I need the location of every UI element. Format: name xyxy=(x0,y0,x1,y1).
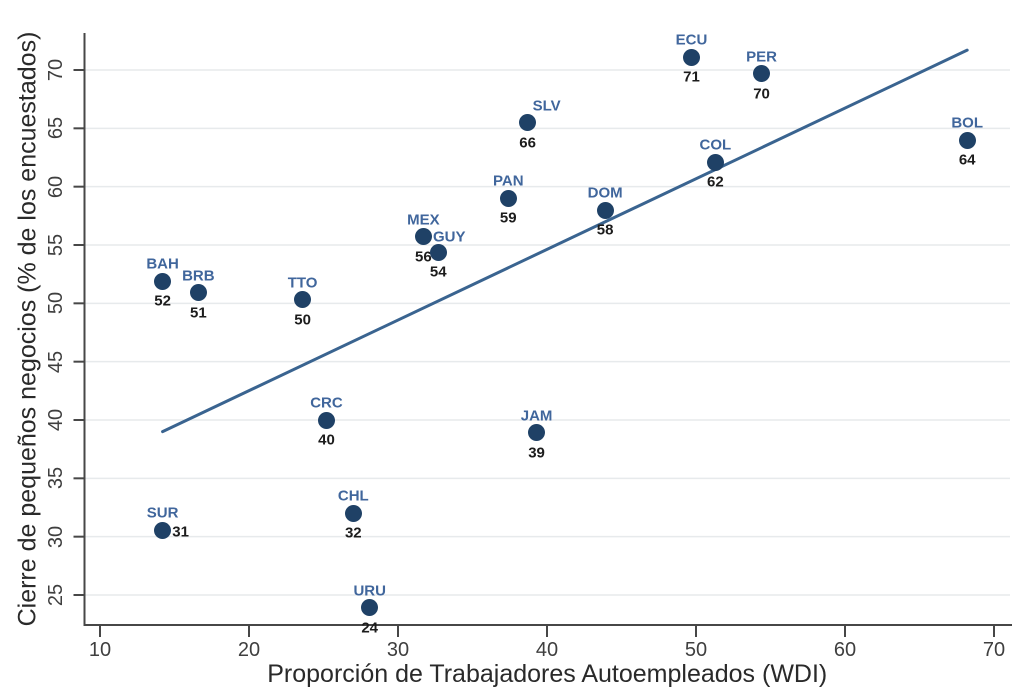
value-label-TTO: 50 xyxy=(294,311,311,329)
value-label-URU: 24 xyxy=(361,619,379,637)
country-code-label-TTO: TTO xyxy=(287,274,318,292)
value-label-SUR: 31 xyxy=(172,523,189,541)
country-code-label-MEX: MEX xyxy=(407,211,440,229)
data-point-PAN xyxy=(499,189,517,207)
country-code-label-CHL: CHL xyxy=(337,487,369,505)
x-tick-label-30: 30 xyxy=(386,639,410,661)
value-label-CHL: 32 xyxy=(344,524,362,542)
value-label-ECU: 71 xyxy=(683,68,700,86)
x-tick-label-70: 70 xyxy=(982,639,1006,661)
country-code-label-SUR: SUR xyxy=(146,504,179,522)
country-code-label-PER: PER xyxy=(746,48,777,65)
trend-line xyxy=(161,48,969,434)
data-point-DOM xyxy=(596,201,614,219)
value-label-CRC: 40 xyxy=(318,431,335,449)
country-code-label-GUY: GUY xyxy=(432,228,466,246)
data-point-TTO xyxy=(294,291,312,309)
data-point-JAM xyxy=(528,424,546,442)
data-point-MEX xyxy=(414,228,432,246)
country-code-label-BRB: BRB xyxy=(182,267,215,285)
data-point-URU xyxy=(361,599,379,617)
data-point-BRB xyxy=(189,284,207,302)
value-label-MEX: 56 xyxy=(414,248,432,266)
data-point-BAH xyxy=(154,272,172,290)
data-point-CHL xyxy=(344,504,362,522)
value-label-BRB: 51 xyxy=(189,304,207,322)
data-point-PER xyxy=(753,65,771,82)
value-label-BAH: 52 xyxy=(154,292,171,310)
country-code-label-BOL: BOL xyxy=(951,114,984,132)
country-code-label-CRC: CRC xyxy=(310,394,343,412)
y-axis-title: Cierre de pequeños negocios (% de los en… xyxy=(13,31,42,627)
data-point-ECU xyxy=(683,48,701,66)
x-axis-title: Proporción de Trabajadores Autoempleados… xyxy=(267,660,828,688)
data-point-SUR xyxy=(154,522,172,540)
country-code-label-JAM: JAM xyxy=(520,407,553,425)
country-code-label-BAH: BAH xyxy=(146,255,179,273)
country-code-label-PAN: PAN xyxy=(492,172,524,190)
country-code-label-ECU: ECU xyxy=(675,31,708,49)
value-label-BOL: 64 xyxy=(958,151,976,169)
data-point-SLV xyxy=(519,114,537,131)
value-label-PAN: 59 xyxy=(499,209,517,227)
country-code-label-DOM: DOM xyxy=(587,184,623,202)
x-tick-label-40: 40 xyxy=(535,639,559,661)
country-code-label-SLV: SLV xyxy=(532,97,561,114)
value-label-JAM: 39 xyxy=(528,444,545,462)
data-point-GUY xyxy=(429,243,447,261)
value-label-COL: 62 xyxy=(707,173,724,191)
country-code-label-COL: COL xyxy=(699,136,732,154)
x-tick-label-60: 60 xyxy=(833,639,857,661)
value-label-SLV: 66 xyxy=(519,134,536,151)
data-point-COL xyxy=(706,153,724,171)
data-point-BOL xyxy=(958,131,976,149)
x-tick-label-10: 10 xyxy=(88,639,112,661)
x-tick-label-20: 20 xyxy=(237,639,261,661)
country-code-label-URU: URU xyxy=(353,582,386,600)
value-label-PER: 70 xyxy=(753,85,770,102)
value-label-DOM: 58 xyxy=(596,221,614,239)
data-point-CRC xyxy=(317,411,335,429)
x-tick-label-50: 50 xyxy=(684,639,708,661)
value-label-GUY: 54 xyxy=(429,263,447,281)
